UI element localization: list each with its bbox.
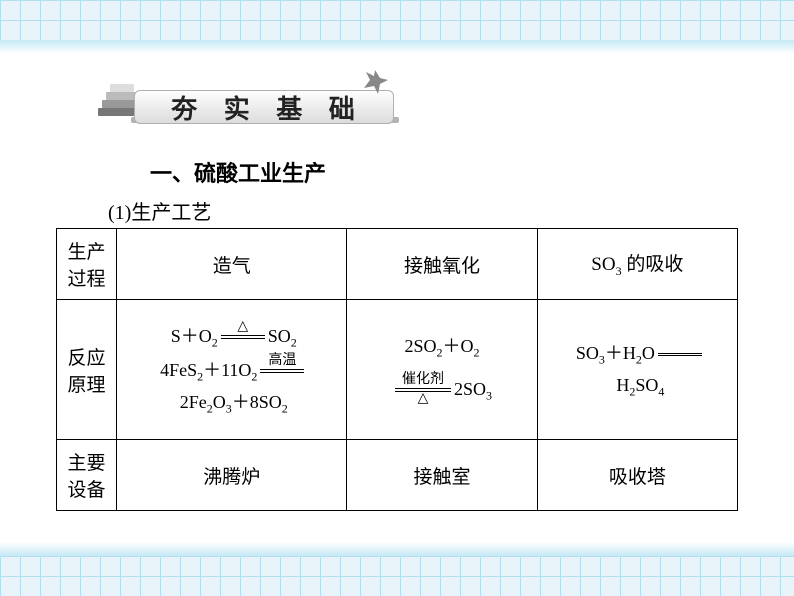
banner-title: 夯 实 基 础 bbox=[134, 90, 394, 124]
col-header-1: 造气 bbox=[117, 229, 347, 300]
reaction-cell-1: S＋O2 △ SO2 4FeS2＋11O2 高温 2Fe2O3＋8SO2 bbox=[117, 300, 347, 440]
row-header-principle: 反应原理 bbox=[57, 300, 117, 440]
equipment-cell-2: 接触室 bbox=[347, 440, 537, 511]
row-header-process: 生产过程 bbox=[57, 229, 117, 300]
reaction-cell-2: 2SO2＋O2 催化剂△ 2SO3 bbox=[347, 300, 537, 440]
equipment-cell-3: 吸收塔 bbox=[537, 440, 737, 511]
sub-heading: (1)生产工艺 bbox=[108, 196, 211, 225]
leaf-icon bbox=[360, 68, 390, 96]
row-header-equipment: 主要设备 bbox=[57, 440, 117, 511]
col-header-3: SO3 的吸收 bbox=[537, 229, 737, 300]
table-row-principle: 反应原理 S＋O2 △ SO2 4FeS2＋11O2 高温 2Fe2O3＋8SO… bbox=[57, 300, 738, 440]
table-row-equipment: 主要设备 沸腾炉 接触室 吸收塔 bbox=[57, 440, 738, 511]
table-row-header: 生产过程 造气 接触氧化 SO3 的吸收 bbox=[57, 229, 738, 300]
col-header-2: 接触氧化 bbox=[347, 229, 537, 300]
equipment-cell-1: 沸腾炉 bbox=[117, 440, 347, 511]
main-heading: 一、硫酸工业生产 bbox=[150, 156, 326, 188]
bottom-grid-decoration bbox=[0, 556, 794, 596]
top-fade-decoration bbox=[0, 40, 794, 54]
reaction-cell-3: SO3＋H2O H2SO4 bbox=[537, 300, 737, 440]
section-banner: 夯 实 基 础 bbox=[94, 72, 394, 132]
top-grid-decoration bbox=[0, 0, 794, 40]
process-table: 生产过程 造气 接触氧化 SO3 的吸收 反应原理 S＋O2 △ SO2 4Fe… bbox=[56, 228, 738, 511]
bottom-fade-decoration bbox=[0, 542, 794, 556]
